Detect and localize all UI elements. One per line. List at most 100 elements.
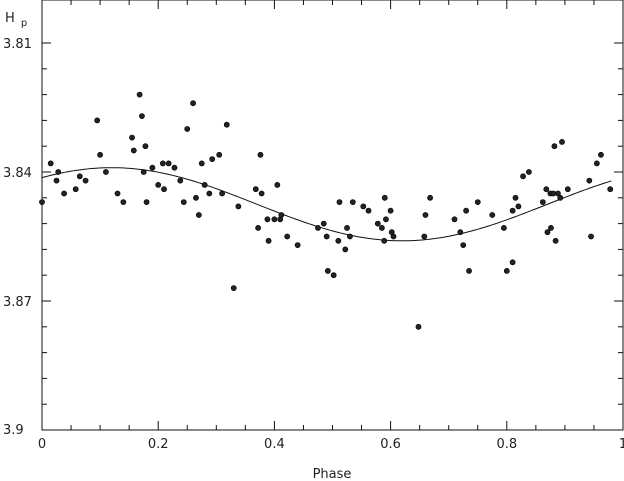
data-point: [390, 233, 397, 240]
data-point: [161, 186, 167, 193]
axis-ticks: [41, 0, 624, 431]
data-point: [323, 233, 330, 240]
fit-curve: [41, 167, 612, 242]
data-point: [544, 229, 551, 236]
data-point: [324, 267, 331, 274]
data-point: [415, 323, 422, 330]
data-point: [557, 194, 564, 201]
data-point: [278, 212, 285, 218]
data-point: [335, 237, 342, 244]
axis-tick-labels: 0 0.2 0.4 0.6 0.8 1 3.81 3.84 3.87 3.9: [3, 37, 624, 452]
data-point: [219, 190, 226, 197]
data-point: [320, 220, 327, 227]
data-point: [457, 229, 464, 236]
data-point: [387, 207, 394, 214]
data-point: [76, 173, 83, 180]
data-point: [365, 207, 372, 214]
data-point: [264, 216, 271, 223]
data-point: [451, 216, 458, 223]
data-point: [39, 199, 45, 205]
data-point: [598, 151, 604, 158]
data-point: [607, 186, 614, 193]
y-axis-label: H p: [5, 11, 27, 29]
data-point: [55, 169, 62, 175]
data-point: [503, 267, 510, 274]
data-point: [520, 173, 526, 180]
data-point: [374, 220, 381, 227]
data-point: [143, 199, 150, 205]
data-point: [539, 199, 546, 205]
data-point: [184, 126, 191, 132]
data-point: [209, 156, 216, 162]
data-point: [515, 203, 522, 210]
data-point: [82, 177, 89, 184]
data-point: [315, 224, 321, 231]
data-point: [72, 186, 79, 193]
data-point: [235, 203, 242, 210]
data-point: [421, 233, 428, 240]
data-point: [383, 216, 389, 223]
data-point: [512, 194, 519, 201]
data-point: [422, 212, 429, 218]
data-point: [381, 194, 388, 201]
data-point: [139, 113, 145, 119]
y-tick-label: 3.9: [3, 423, 24, 438]
data-point: [206, 190, 213, 197]
data-point: [274, 181, 281, 188]
data-point: [177, 177, 184, 184]
data-point: [265, 237, 272, 244]
data-points: [39, 91, 614, 330]
data-point: [489, 212, 496, 218]
data-point: [330, 272, 337, 279]
y-axis-label-subscript: p: [21, 18, 27, 29]
data-point: [103, 169, 109, 175]
data-point: [593, 160, 600, 167]
data-point: [61, 190, 67, 197]
data-point: [564, 186, 571, 193]
data-point: [190, 100, 196, 107]
x-tick-label: 0.8: [496, 437, 517, 452]
y-tick-label: 3.84: [3, 166, 32, 181]
data-point: [381, 237, 388, 244]
data-point: [149, 164, 156, 171]
x-tick-label: 0.2: [148, 437, 169, 452]
data-point: [500, 224, 507, 231]
data-point: [120, 199, 127, 205]
data-point: [255, 224, 262, 231]
y-tick-label: 3.87: [3, 295, 32, 310]
data-point: [142, 143, 149, 150]
data-point: [342, 246, 349, 253]
data-point: [427, 194, 434, 201]
x-tick-label: 0: [38, 437, 46, 452]
y-axis-label-main: H: [5, 11, 15, 26]
y-tick-label: 3.81: [3, 37, 32, 52]
data-point: [47, 160, 54, 167]
data-point: [360, 203, 367, 210]
data-point: [216, 151, 223, 158]
data-point: [130, 147, 137, 154]
data-point: [347, 233, 353, 240]
data-point: [136, 91, 143, 98]
data-point: [193, 194, 199, 201]
data-point: [284, 233, 291, 240]
data-point: [271, 216, 278, 223]
data-point: [198, 160, 205, 167]
data-point: [588, 233, 594, 240]
data-point: [159, 160, 166, 167]
data-point: [349, 199, 356, 205]
data-point: [548, 224, 554, 231]
data-point: [258, 190, 265, 197]
data-point: [114, 190, 121, 197]
data-point: [460, 242, 467, 248]
data-point: [129, 134, 135, 141]
data-point: [336, 199, 343, 205]
data-point: [294, 242, 301, 248]
data-point: [97, 151, 103, 158]
data-point: [509, 259, 516, 266]
data-point: [466, 267, 472, 274]
data-point: [344, 224, 350, 231]
data-point: [559, 138, 565, 145]
data-point: [543, 186, 550, 193]
data-point: [551, 143, 558, 150]
